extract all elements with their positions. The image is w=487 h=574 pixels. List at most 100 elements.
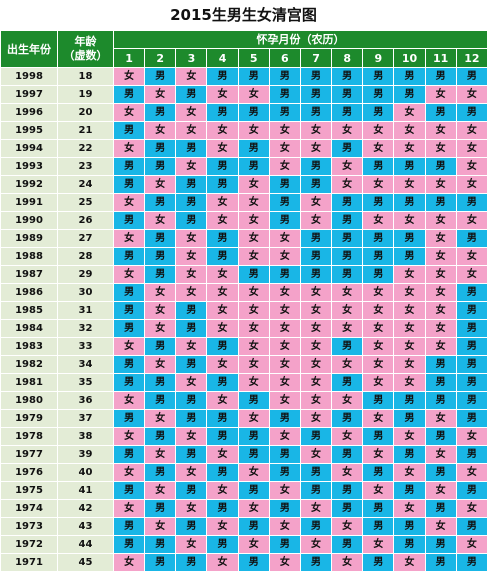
table-row: 1983 33 女男女男女女女男女女女男 — [0, 337, 487, 356]
gender-cell: 男 — [331, 265, 364, 284]
age-header-line1: 年龄 — [74, 35, 97, 48]
birth-year-cell: 1994 — [0, 139, 58, 158]
gender-cell: 男 — [362, 247, 395, 266]
gender-cell: 男 — [299, 517, 333, 536]
gender-cell: 女 — [362, 409, 395, 428]
gender-cell: 女 — [455, 85, 487, 104]
gender-cell: 女 — [393, 427, 426, 446]
gender-cell: 男 — [268, 193, 301, 212]
gender-cell: 男 — [424, 535, 457, 554]
gender-cell: 男 — [144, 67, 177, 86]
birth-year-cell: 1992 — [0, 175, 58, 194]
gender-cell: 男 — [144, 499, 177, 518]
gender-cell: 女 — [268, 553, 301, 572]
gender-cell: 男 — [206, 103, 239, 122]
birth-year-cell: 1990 — [0, 211, 58, 230]
gender-cell: 男 — [424, 427, 457, 446]
gender-cell: 女 — [331, 463, 364, 482]
gender-cell: 男 — [144, 535, 177, 554]
gender-cell: 男 — [331, 499, 364, 518]
gender-cell: 女 — [393, 373, 426, 392]
gender-cell: 男 — [175, 517, 208, 536]
gender-cell: 女 — [393, 211, 426, 230]
gender-cell: 女 — [424, 301, 457, 320]
gender-cell: 女 — [206, 211, 239, 230]
gender-cell: 男 — [424, 193, 457, 212]
gender-cell: 男 — [393, 157, 426, 176]
month-header-8: 8 — [331, 48, 364, 68]
gender-cell: 女 — [424, 337, 457, 356]
gender-cell: 男 — [206, 499, 239, 518]
gender-cell: 男 — [455, 283, 487, 302]
gender-cell: 女 — [455, 211, 487, 230]
age-cell: 33 — [57, 337, 114, 356]
gender-cell: 女 — [455, 139, 487, 158]
gender-cell: 女 — [299, 445, 333, 464]
birth-year-cell: 1995 — [0, 121, 58, 140]
gender-cell: 男 — [299, 427, 333, 446]
gender-cell: 女 — [393, 121, 426, 140]
gender-cell: 男 — [237, 139, 270, 158]
month-header-2: 2 — [144, 48, 177, 68]
gender-cell: 女 — [393, 103, 426, 122]
gender-cell: 女 — [331, 391, 364, 410]
gender-cell: 女 — [175, 229, 208, 248]
gender-cell: 女 — [112, 103, 146, 122]
gender-cell: 女 — [268, 337, 301, 356]
gender-cell: 男 — [112, 517, 146, 536]
gender-cell: 女 — [112, 499, 146, 518]
gender-cell: 女 — [206, 283, 239, 302]
gender-cell: 男 — [268, 409, 301, 428]
gender-cell: 男 — [206, 67, 239, 86]
birth-year-cell: 1977 — [0, 445, 58, 464]
gender-cell: 女 — [299, 301, 333, 320]
gender-cell: 男 — [455, 409, 487, 428]
gender-cell: 男 — [362, 157, 395, 176]
gender-cell: 男 — [331, 337, 364, 356]
birth-year-cell: 1983 — [0, 337, 58, 356]
birth-year-cell: 1998 — [0, 67, 58, 86]
age-cell: 20 — [57, 103, 114, 122]
gender-cell: 男 — [299, 463, 333, 482]
gender-cell: 男 — [362, 517, 395, 536]
gender-cell: 男 — [299, 157, 333, 176]
gender-cell: 男 — [455, 337, 487, 356]
gender-cell: 男 — [424, 157, 457, 176]
gender-cell: 男 — [112, 445, 146, 464]
gender-cell: 女 — [331, 319, 364, 338]
month-header-5: 5 — [237, 48, 270, 68]
gender-cell: 女 — [112, 337, 146, 356]
gender-cell: 女 — [299, 121, 333, 140]
gender-cell: 男 — [362, 391, 395, 410]
gender-cell: 女 — [268, 373, 301, 392]
gender-cell: 女 — [175, 265, 208, 284]
gender-cell: 男 — [362, 265, 395, 284]
gender-cell: 女 — [268, 391, 301, 410]
gender-cell: 女 — [144, 301, 177, 320]
gender-cell: 男 — [455, 553, 487, 572]
gender-cell: 男 — [331, 193, 364, 212]
gender-cell: 男 — [144, 247, 177, 266]
gender-cell: 男 — [299, 67, 333, 86]
gender-cell: 女 — [268, 319, 301, 338]
gender-cell: 女 — [112, 229, 146, 248]
gender-cell: 男 — [175, 301, 208, 320]
gender-cell: 女 — [237, 229, 270, 248]
gender-cell: 女 — [299, 211, 333, 230]
gender-cell: 男 — [393, 535, 426, 554]
age-cell: 39 — [57, 445, 114, 464]
gender-cell: 男 — [331, 247, 364, 266]
age-cell: 25 — [57, 193, 114, 212]
table-row: 1978 38 女男女男男女男女男女男女 — [0, 427, 487, 446]
month-header-6: 6 — [268, 48, 301, 68]
month-header-3: 3 — [175, 48, 208, 68]
age-cell: 19 — [57, 85, 114, 104]
gender-cell: 女 — [331, 427, 364, 446]
gender-cell: 男 — [268, 535, 301, 554]
gender-cell: 男 — [424, 391, 457, 410]
gender-cell: 男 — [299, 175, 333, 194]
gender-cell: 女 — [455, 463, 487, 482]
age-cell: 36 — [57, 391, 114, 410]
gender-cell: 女 — [206, 355, 239, 374]
